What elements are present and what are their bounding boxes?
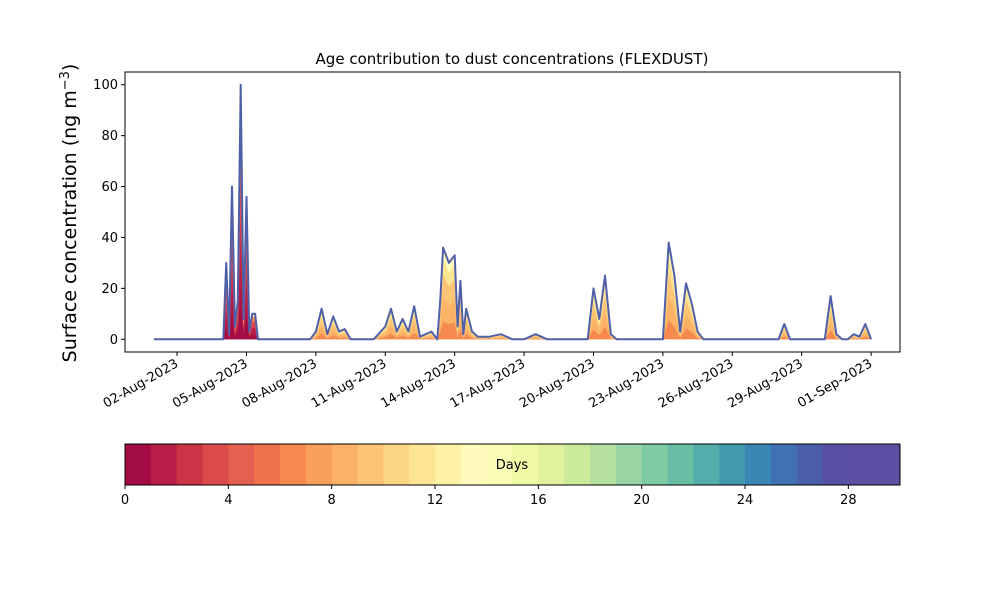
colorbar-cells <box>125 444 901 485</box>
colorbar-cell <box>796 444 823 485</box>
colorbar-cell <box>874 444 901 485</box>
colorbar-tick-label: 16 <box>530 493 547 508</box>
x-tick-label: 17-Aug-2023 <box>448 356 528 411</box>
colorbar-cell <box>409 444 436 485</box>
age-band-area <box>448 301 455 325</box>
x-axis: 02-Aug-202305-Aug-202308-Aug-202311-Aug-… <box>101 352 875 412</box>
main-chart: Age contribution to dust concentrations … <box>58 50 901 412</box>
colorbar-tick-label: 28 <box>840 493 857 508</box>
colorbar-cell <box>202 444 229 485</box>
colorbar-cell <box>564 444 591 485</box>
x-tick-label: 14-Aug-2023 <box>378 356 458 411</box>
colorbar-cell <box>590 444 617 485</box>
age-band-area <box>252 327 256 335</box>
y-tick-label: 0 <box>110 333 118 348</box>
colorbar-cell <box>486 444 513 485</box>
colorbar-cell <box>822 444 849 485</box>
x-tick-label: 01-Sep-2023 <box>795 356 875 411</box>
colorbar-cell <box>150 444 178 485</box>
colorbar-cell <box>176 444 203 485</box>
y-axis-label-close: ) <box>59 64 81 71</box>
chart-title: Age contribution to dust concentrations … <box>316 50 709 68</box>
colorbar-tick-label: 4 <box>224 493 232 508</box>
age-band-area <box>448 322 455 340</box>
total-concentration-line-group <box>153 83 873 341</box>
x-tick-label: 20-Aug-2023 <box>517 356 597 411</box>
y-tick-label: 60 <box>101 180 118 195</box>
colorbar-cell <box>719 444 746 485</box>
y-axis-label-text: Surface concentration (ng m <box>59 90 81 362</box>
age-contribution-areas <box>223 84 872 340</box>
colorbar-cell <box>254 444 281 485</box>
colorbar-cell <box>357 444 384 485</box>
colorbar-cell <box>848 444 875 485</box>
colorbar-tick-label: 8 <box>328 493 336 508</box>
colorbar-cell <box>125 444 152 485</box>
colorbar-tick-label: 12 <box>427 493 444 508</box>
y-tick-label: 80 <box>101 129 118 144</box>
y-axis-label: Surface concentration (ng m−3) <box>58 64 82 363</box>
colorbar-cell <box>331 444 358 485</box>
colorbar-cell <box>745 444 772 485</box>
x-tick-label: 26-Aug-2023 <box>656 356 736 411</box>
colorbar: Days 0 4 8 12 16 20 24 28 <box>121 443 901 508</box>
age-band-area <box>252 334 256 340</box>
y-axis: 0 20 40 60 80 100 <box>93 78 125 348</box>
colorbar-cell <box>770 444 798 485</box>
colorbar-frame <box>124 443 901 486</box>
x-tick-label: 05-Aug-2023 <box>170 356 250 411</box>
colorbar-ticks: 0 4 8 12 16 20 24 28 <box>121 485 857 508</box>
y-tick-label: 40 <box>101 231 118 246</box>
age-band-area <box>252 321 256 328</box>
colorbar-cell <box>641 444 668 485</box>
colorbar-tick-label: 24 <box>737 493 754 508</box>
colorbar-cell <box>228 444 255 485</box>
x-tick-label: 08-Aug-2023 <box>240 356 320 411</box>
colorbar-cell <box>512 444 539 485</box>
y-tick-label: 100 <box>93 78 118 93</box>
total-concentration-line <box>153 83 873 341</box>
colorbar-tick-label: 0 <box>121 493 129 508</box>
colorbar-cell <box>435 444 462 485</box>
x-tick-label: 23-Aug-2023 <box>587 356 667 411</box>
y-axis-label-superscript: −3 <box>58 71 73 90</box>
y-tick-label: 20 <box>101 282 118 297</box>
colorbar-cell <box>538 444 565 485</box>
colorbar-cell <box>693 444 720 485</box>
x-tick-label: 02-Aug-2023 <box>101 356 181 411</box>
colorbar-tick-label: 20 <box>633 493 650 508</box>
colorbar-cell <box>280 444 307 485</box>
colorbar-cell <box>383 444 410 485</box>
colorbar-cell <box>667 444 694 485</box>
colorbar-cell <box>615 444 643 485</box>
x-tick-label: 11-Aug-2023 <box>309 356 389 411</box>
colorbar-label: Days <box>496 458 529 473</box>
plot-frame <box>124 71 901 353</box>
colorbar-cell <box>305 444 333 485</box>
colorbar-cell <box>460 444 488 485</box>
x-tick-label: 29-Aug-2023 <box>725 356 805 411</box>
